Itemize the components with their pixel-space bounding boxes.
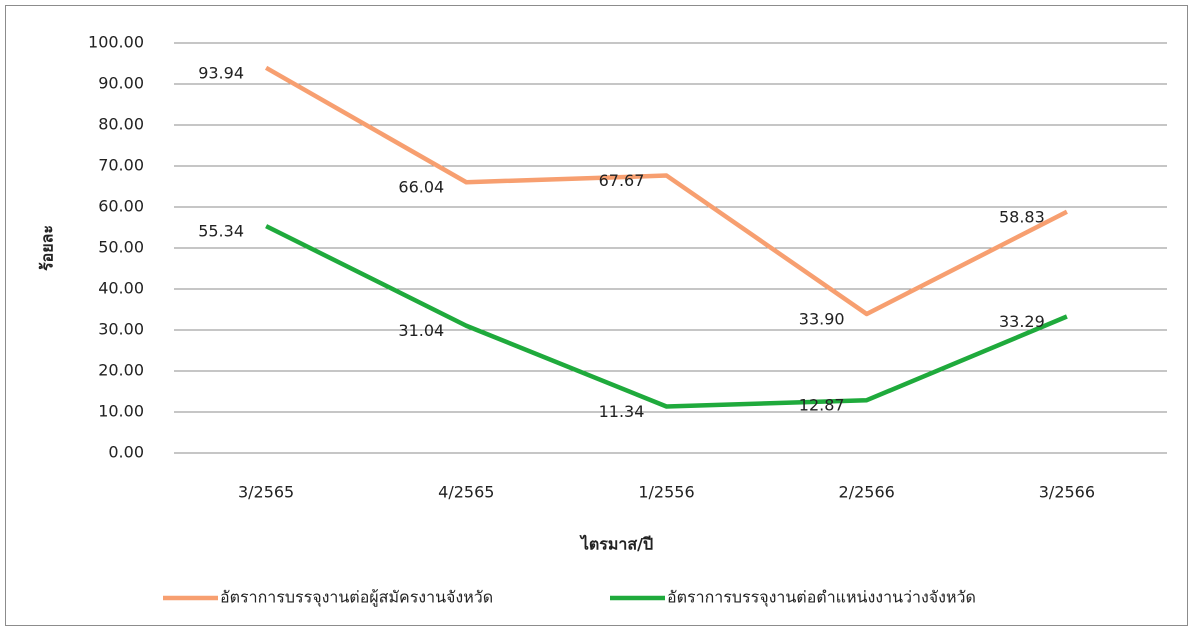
x-tick-label: 2/2566: [839, 483, 895, 502]
series-line: [265, 224, 1068, 409]
y-tick-label: 80.00: [98, 115, 144, 134]
data-label: 12.87: [799, 396, 845, 415]
x-axis-title: ไตรมาส/ปี: [579, 535, 653, 554]
series-line: [264, 65, 1068, 317]
y-tick-label: 20.00: [98, 361, 144, 380]
y-tick-label: 90.00: [98, 74, 144, 93]
x-tick-label: 4/2565: [438, 483, 494, 502]
legend-label: อัตราการบรรจุงานต่อผู้สมัครงานจังหวัด: [220, 588, 493, 608]
data-label: 31.04: [398, 321, 444, 340]
legend-label: อัตราการบรรจุงานต่อตำแหน่งงานว่างจังหวัด: [667, 588, 976, 608]
chart-border: [5, 5, 1188, 626]
y-tick-label: 30.00: [98, 320, 144, 339]
y-tick-label: 100.00: [88, 33, 144, 52]
y-tick-label: 70.00: [98, 156, 144, 175]
data-label: 67.67: [599, 171, 645, 190]
data-label: 11.34: [599, 402, 645, 421]
y-tick-label: 0.00: [108, 443, 144, 462]
data-label: 55.34: [198, 222, 244, 241]
x-tick-label: 1/2556: [638, 483, 694, 502]
data-label: 66.04: [398, 178, 444, 197]
y-tick-label: 40.00: [98, 279, 144, 298]
data-label: 33.90: [799, 310, 845, 329]
x-tick-label: 3/2566: [1039, 483, 1095, 502]
y-tick-label: 10.00: [98, 402, 144, 421]
x-tick-label: 3/2565: [238, 483, 294, 502]
data-label: 93.94: [198, 63, 244, 82]
data-label: 33.29: [999, 312, 1045, 331]
data-label: 58.83: [999, 207, 1045, 226]
y-tick-label: 50.00: [98, 238, 144, 257]
y-tick-label: 60.00: [98, 197, 144, 216]
y-axis-title: ร้อยละ: [38, 225, 57, 271]
